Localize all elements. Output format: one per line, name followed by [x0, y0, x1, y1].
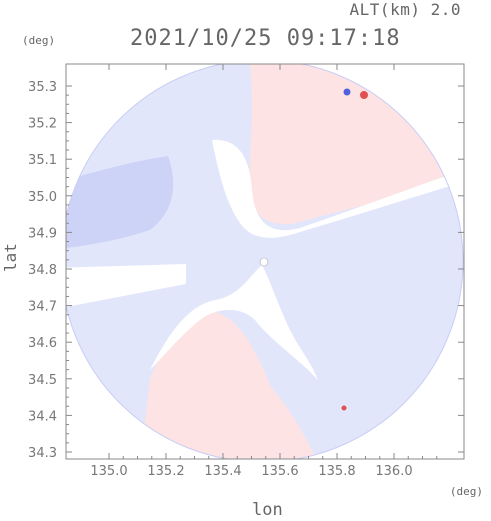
x-tick-label: 136.0: [375, 464, 412, 479]
velocity-field: [66, 64, 463, 459]
x-tick-label: 135.2: [147, 464, 184, 479]
plot-frame: [65, 63, 465, 460]
x-axis-label: lon: [252, 500, 283, 520]
strong-negative-patch: [66, 156, 174, 248]
y-tick-label: 34.9: [28, 226, 57, 241]
x-tick-label: 135.8: [318, 464, 355, 479]
x-tick-label: 135.4: [204, 464, 241, 479]
y-tick-label: 35.1: [28, 153, 57, 168]
y-tick-label: 34.7: [28, 300, 57, 315]
x-tick-label: 135.6: [261, 464, 298, 479]
y-tick-label: 34.3: [28, 446, 57, 461]
velocity-speck-negative: [343, 88, 351, 96]
x-tick-label: 135.0: [90, 464, 127, 479]
radar-range-ring: [66, 64, 464, 459]
zero-velocity-band: [212, 139, 463, 238]
moderate-negative-patch: [66, 288, 190, 380]
x-unit-label: (deg): [449, 485, 483, 498]
y-tick-label: 34.4: [28, 409, 57, 424]
timestamp-title: 2021/10/25 09:17:18: [130, 26, 401, 51]
y-axis-ticks: 35.3 35.2 35.1 35.0 34.9 34.8 34.7 34.6 34.5 34.4…: [28, 80, 464, 461]
x-axis-ticks: 135.0 135.2 135.4 135.6 135.8 136.0: [90, 64, 438, 479]
radar-site-marker: [259, 257, 269, 267]
altitude-label: ALT(km) 2.0: [349, 0, 461, 19]
y-tick-label: 34.6: [28, 336, 57, 351]
velocity-speck-positive-low: [341, 405, 347, 411]
positive-velocity-bottom: [140, 311, 318, 459]
y-tick-label: 34.8: [28, 263, 57, 278]
y-tick-label: 35.2: [28, 117, 57, 132]
y-tick-label: 35.3: [28, 80, 57, 95]
zero-velocity-band-lower: [150, 265, 318, 380]
y-tick-label: 34.5: [28, 373, 57, 388]
y-tick-label: 35.0: [28, 190, 57, 205]
no-data-wedge: [66, 264, 186, 310]
velocity-speck-positive: [360, 91, 368, 99]
y-unit-label: (deg): [22, 34, 56, 47]
